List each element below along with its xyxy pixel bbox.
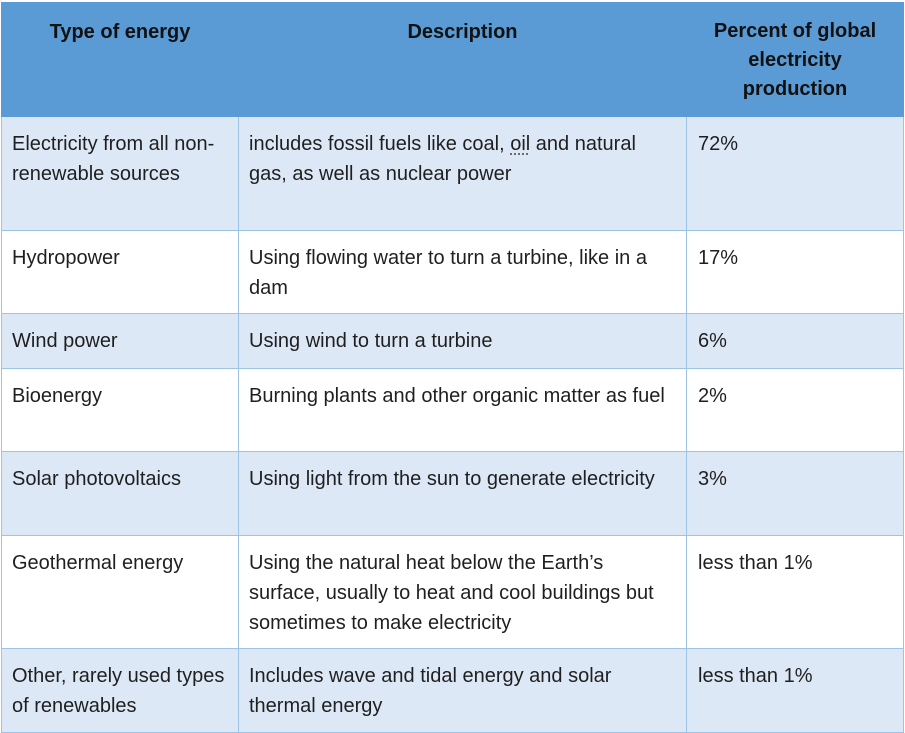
cell-description: Includes wave and tidal energy and solar…: [238, 648, 687, 733]
cell-percent: 17%: [686, 230, 904, 314]
cell-percent: less than 1%: [686, 648, 904, 733]
cell-description: Using wind to turn a turbine: [238, 313, 687, 369]
table-row: Electricity from all non-renewable sourc…: [1, 116, 904, 231]
cell-description: Using flowing water to turn a turbine, l…: [238, 230, 687, 314]
header-percent: Percent of global electricity production: [686, 2, 904, 117]
cell-type: Other, rarely used types of renewables: [1, 648, 239, 733]
description-text: and natural gas, as well as nuclear powe…: [249, 133, 636, 185]
cell-type: Geothermal energy: [1, 535, 239, 649]
cell-percent: 2%: [686, 368, 904, 452]
description-text: includes fossil fuels like coal,: [249, 133, 511, 155]
header-type-of-energy: Type of energy: [1, 2, 239, 117]
table-body: Electricity from all non-renewable sourc…: [1, 116, 904, 733]
cell-percent: 6%: [686, 313, 904, 369]
cell-description: Using light from the sun to generate ele…: [238, 451, 687, 536]
table-row: Geothermal energy Using the natural heat…: [1, 535, 904, 649]
spellcheck-flagged-word: oil: [510, 133, 531, 155]
table-row: Other, rarely used types of renewables I…: [1, 648, 904, 733]
cell-percent: 72%: [686, 116, 904, 231]
cell-description: Using the natural heat below the Earth’s…: [238, 535, 687, 649]
cell-type: Electricity from all non-renewable sourc…: [1, 116, 239, 231]
table-row: Hydropower Using flowing water to turn a…: [1, 230, 904, 314]
cell-type: Bioenergy: [1, 368, 239, 452]
header-row: Type of energy Description Percent of gl…: [1, 2, 904, 117]
cell-type: Hydropower: [1, 230, 239, 314]
cell-description: includes fossil fuels like coal, oil and…: [238, 116, 687, 231]
header-description: Description: [238, 2, 687, 117]
table-row: Wind power Using wind to turn a turbine …: [1, 313, 904, 369]
cell-percent: less than 1%: [686, 535, 904, 649]
cell-type: Wind power: [1, 313, 239, 369]
cell-percent: 3%: [686, 451, 904, 536]
table-header: Type of energy Description Percent of gl…: [1, 2, 904, 117]
cell-type: Solar photovoltaics: [1, 451, 239, 536]
table-row: Solar photovoltaics Using light from the…: [1, 451, 904, 536]
cell-description: Burning plants and other organic matter …: [238, 368, 687, 452]
table-row: Bioenergy Burning plants and other organ…: [1, 368, 904, 452]
